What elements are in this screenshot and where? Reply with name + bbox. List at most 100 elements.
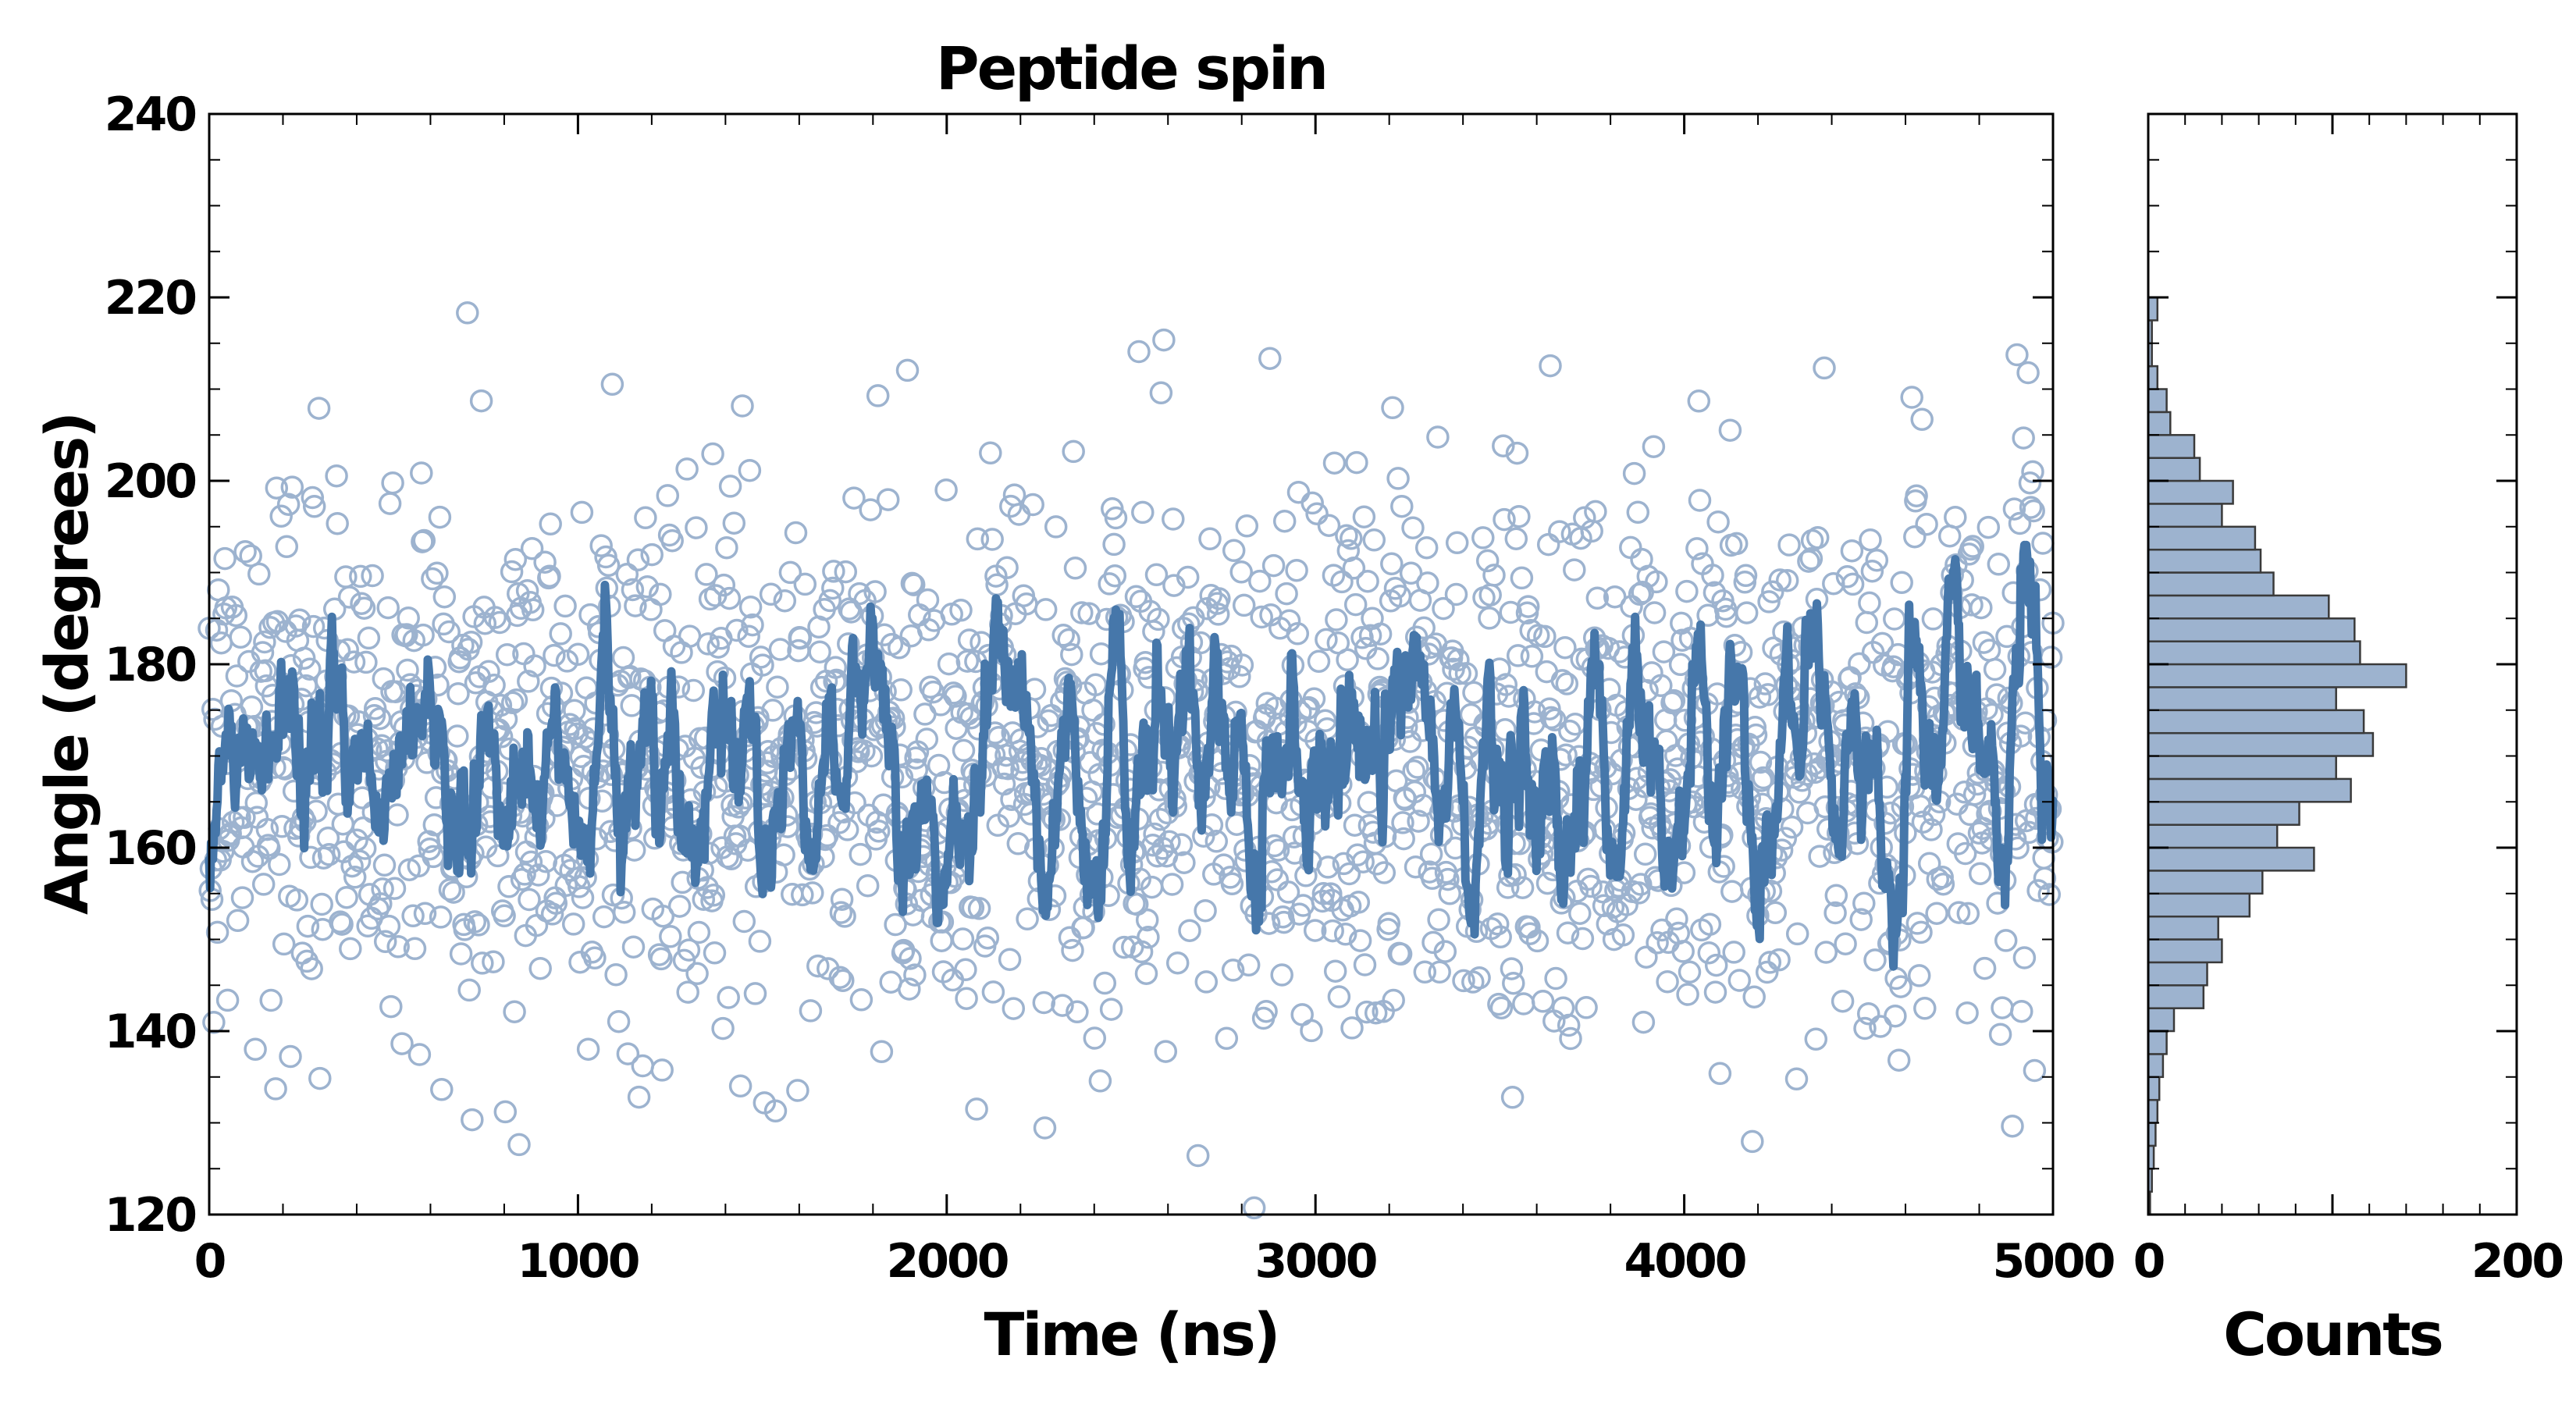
scatter-point [407, 1043, 432, 1066]
scatter-point [1317, 514, 1341, 537]
scatter-point [413, 902, 437, 926]
scatter-point [1421, 866, 1444, 891]
histogram-bar [2147, 457, 2201, 482]
scatter-point [429, 905, 453, 929]
scatter-point [954, 958, 977, 982]
scatter-point [640, 542, 664, 567]
histogram-bar [2147, 296, 2159, 322]
scatter-point [350, 592, 373, 615]
scatter-point [447, 681, 470, 706]
scatter-point [951, 927, 975, 951]
scatter-point [523, 654, 546, 678]
scatter-point [706, 660, 729, 684]
scatter-point [1160, 873, 1184, 896]
histogram-x-tick-label: 0 [2133, 1234, 2164, 1289]
scatter-point [957, 628, 981, 652]
scatter-point [848, 582, 871, 606]
scatter-point [1305, 502, 1329, 525]
scatter-point [1333, 923, 1357, 946]
scatter-point [1062, 439, 1085, 464]
histogram-bar [2147, 525, 2257, 551]
scatter-point [1399, 561, 1423, 585]
histogram-bar [2147, 365, 2159, 390]
scatter-point [1427, 908, 1450, 932]
scatter-point [889, 678, 913, 702]
scatter-point [1468, 966, 1491, 990]
scatter-point [1250, 605, 1273, 629]
scatter-point [1112, 935, 1136, 959]
scatter-point [1051, 994, 1074, 1017]
scatter-point [1152, 328, 1176, 352]
scatter-point [1266, 838, 1290, 862]
scatter-point [486, 844, 510, 868]
scatter-point [1091, 738, 1115, 763]
scatter-point [1002, 997, 1026, 1020]
scatter-point [425, 561, 449, 585]
scatter-point [442, 880, 465, 904]
scatter-point [1063, 557, 1087, 580]
scatter-point [981, 980, 1005, 1004]
scatter-point [1559, 1026, 1582, 1051]
scatter-point [563, 699, 586, 722]
scatter-point [459, 631, 483, 654]
scatter-point [1500, 957, 1524, 980]
scatter-point [1358, 624, 1382, 647]
scatter-point [1083, 1026, 1107, 1050]
scatter-point [732, 909, 756, 934]
scatter-point [1525, 929, 1550, 953]
scatter-point [302, 495, 326, 518]
scatter-point [793, 572, 817, 596]
scatter-point [421, 567, 444, 591]
scatter-point [316, 826, 340, 850]
scatter-point [1428, 960, 1451, 984]
scatter-point [1414, 535, 1439, 560]
scatter-point [712, 573, 736, 597]
scatter-point [831, 969, 855, 992]
scatter-point [1232, 593, 1256, 617]
histogram-bar [2147, 1076, 2161, 1101]
scatter-point [1406, 756, 1429, 779]
histogram-bar [2147, 823, 2279, 849]
scatter-point [521, 598, 545, 622]
scatter-point [649, 582, 672, 606]
scatter-point [513, 863, 536, 886]
y-tick-label: 160 [105, 821, 195, 876]
scatter-point [1489, 996, 1514, 1020]
scatter-point [1494, 673, 1518, 696]
scatter-point [1321, 919, 1344, 943]
scatter-point [461, 1108, 484, 1132]
scatter-point [980, 528, 1004, 551]
y-tick-label: 140 [105, 1005, 195, 1059]
scatter-point [741, 613, 764, 637]
scatter-point [763, 1099, 788, 1123]
histogram-bar [2147, 846, 2315, 872]
scatter-point [768, 638, 792, 661]
scatter-point [1162, 507, 1185, 531]
scatter-point [233, 540, 257, 564]
scatter-point [1303, 919, 1327, 942]
scatter-point [1353, 953, 1377, 976]
scatter-point [966, 527, 990, 551]
scatter-point [1254, 999, 1278, 1023]
histogram-bar [2147, 777, 2352, 803]
scatter-point [1212, 853, 1236, 877]
scatter-point [583, 946, 607, 970]
scatter-point [702, 884, 726, 907]
scatter-point [624, 594, 647, 617]
scatter-point [718, 475, 742, 498]
scatter-point [1307, 649, 1331, 674]
scatter-point [372, 853, 397, 877]
scatter-point [738, 595, 763, 619]
scatter-point [239, 544, 262, 567]
scatter-point [952, 738, 976, 763]
scatter-point [483, 606, 507, 629]
scatter-point [979, 441, 1002, 465]
scatter-point [357, 626, 381, 650]
scatter-point [1316, 855, 1340, 879]
scatter-point [1407, 809, 1430, 833]
scatter-point [518, 887, 541, 912]
scatter-point [695, 563, 718, 586]
scatter-point [244, 1037, 267, 1062]
scatter-point [965, 1097, 988, 1121]
scatter-point [544, 891, 568, 915]
